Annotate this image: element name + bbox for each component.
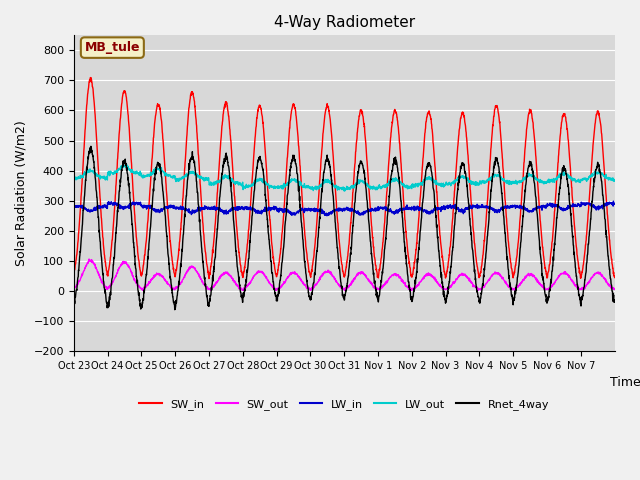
- LW_in: [609, 198, 617, 204]
- LW_out: [508, 181, 515, 187]
- SW_out: [508, 285, 515, 291]
- Legend: SW_in, SW_out, LW_in, LW_out, Rnet_4way: SW_in, SW_out, LW_in, LW_out, Rnet_4way: [135, 395, 554, 415]
- SW_in: [538, 236, 546, 242]
- Line: LW_out: LW_out: [74, 164, 614, 191]
- SW_out: [377, 285, 385, 290]
- LW_out: [377, 186, 385, 192]
- SW_in: [86, 75, 94, 81]
- LW_in: [241, 204, 248, 210]
- LW_out: [120, 161, 127, 167]
- LW_out: [341, 188, 349, 194]
- SW_out: [241, 285, 248, 290]
- Rnet_4way: [70, 302, 77, 308]
- LW_in: [538, 203, 545, 209]
- LW_out: [538, 179, 546, 184]
- Line: SW_out: SW_out: [74, 259, 614, 291]
- SW_out: [341, 288, 349, 294]
- Rnet_4way: [604, 243, 611, 249]
- Rnet_4way: [611, 299, 618, 305]
- SW_out: [538, 284, 546, 289]
- SW_in: [241, 263, 249, 268]
- LW_out: [70, 175, 77, 181]
- Rnet_4way: [538, 267, 546, 273]
- Rnet_4way: [377, 278, 385, 284]
- X-axis label: Time: Time: [610, 376, 640, 389]
- SW_out: [124, 263, 132, 268]
- SW_in: [124, 111, 132, 117]
- SW_in: [611, 275, 618, 280]
- LW_in: [124, 203, 132, 209]
- SW_in: [205, 276, 213, 281]
- LW_in: [611, 201, 618, 207]
- SW_in: [70, 271, 77, 277]
- Title: 4-Way Radiometer: 4-Way Radiometer: [274, 15, 415, 30]
- LW_in: [323, 213, 331, 219]
- Rnet_4way: [124, 177, 132, 183]
- Text: MB_tule: MB_tule: [84, 41, 140, 54]
- Line: LW_in: LW_in: [74, 201, 614, 216]
- LW_out: [604, 175, 611, 181]
- Rnet_4way: [171, 307, 179, 312]
- Rnet_4way: [87, 144, 95, 149]
- SW_out: [85, 256, 93, 262]
- LW_in: [604, 201, 611, 207]
- Line: SW_in: SW_in: [74, 78, 614, 278]
- Y-axis label: Solar Radiation (W/m2): Solar Radiation (W/m2): [15, 120, 28, 266]
- LW_out: [124, 163, 132, 169]
- LW_out: [241, 184, 248, 190]
- LW_in: [507, 204, 515, 209]
- Line: Rnet_4way: Rnet_4way: [74, 146, 614, 310]
- SW_in: [508, 265, 515, 271]
- SW_in: [604, 211, 611, 217]
- Rnet_4way: [508, 291, 515, 297]
- SW_out: [70, 286, 77, 291]
- SW_in: [377, 257, 385, 263]
- SW_out: [611, 287, 618, 292]
- LW_in: [377, 205, 385, 211]
- SW_out: [604, 280, 611, 286]
- Rnet_4way: [241, 286, 249, 292]
- LW_out: [611, 178, 618, 184]
- LW_in: [70, 204, 77, 209]
